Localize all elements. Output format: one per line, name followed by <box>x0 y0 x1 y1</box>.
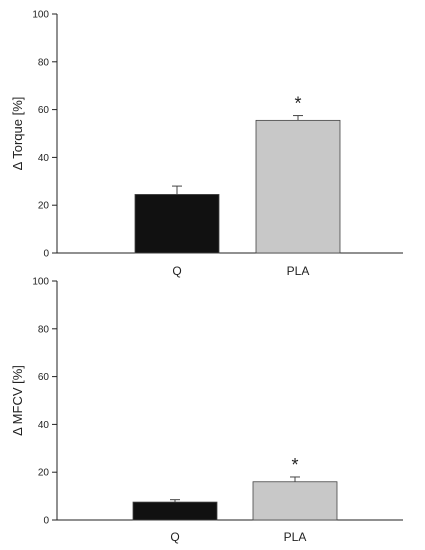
y-tick-label: 40 <box>38 420 50 431</box>
x-category-label: PLA <box>287 264 310 278</box>
significance-marker: * <box>294 94 301 114</box>
y-tick-label: 80 <box>38 57 50 68</box>
bar-pla <box>255 119 341 254</box>
y-tick-label: 80 <box>38 324 50 335</box>
y-tick-label: 60 <box>38 372 50 383</box>
significance-marker: * <box>291 455 298 475</box>
x-category-label: Q <box>172 264 181 278</box>
y-tick-label: 100 <box>32 10 49 21</box>
y-tick-label: 100 <box>32 277 49 288</box>
y-tick-label: 60 <box>38 105 50 116</box>
bar-q <box>132 501 218 521</box>
y-tick-label: 0 <box>43 516 49 527</box>
y-tick-label: 0 <box>43 249 49 260</box>
y-tick-label: 20 <box>38 201 50 212</box>
y-tick-label: 20 <box>38 468 50 479</box>
x-category-label: Q <box>170 530 179 544</box>
bar-pla <box>252 481 338 521</box>
x-category-label: PLA <box>284 530 307 544</box>
y-tick-label: 40 <box>38 153 50 164</box>
y-axis-label: Δ Torque [%] <box>10 97 25 171</box>
bar-q <box>134 194 220 254</box>
y-axis-label: Δ MFCV [%] <box>10 365 25 436</box>
